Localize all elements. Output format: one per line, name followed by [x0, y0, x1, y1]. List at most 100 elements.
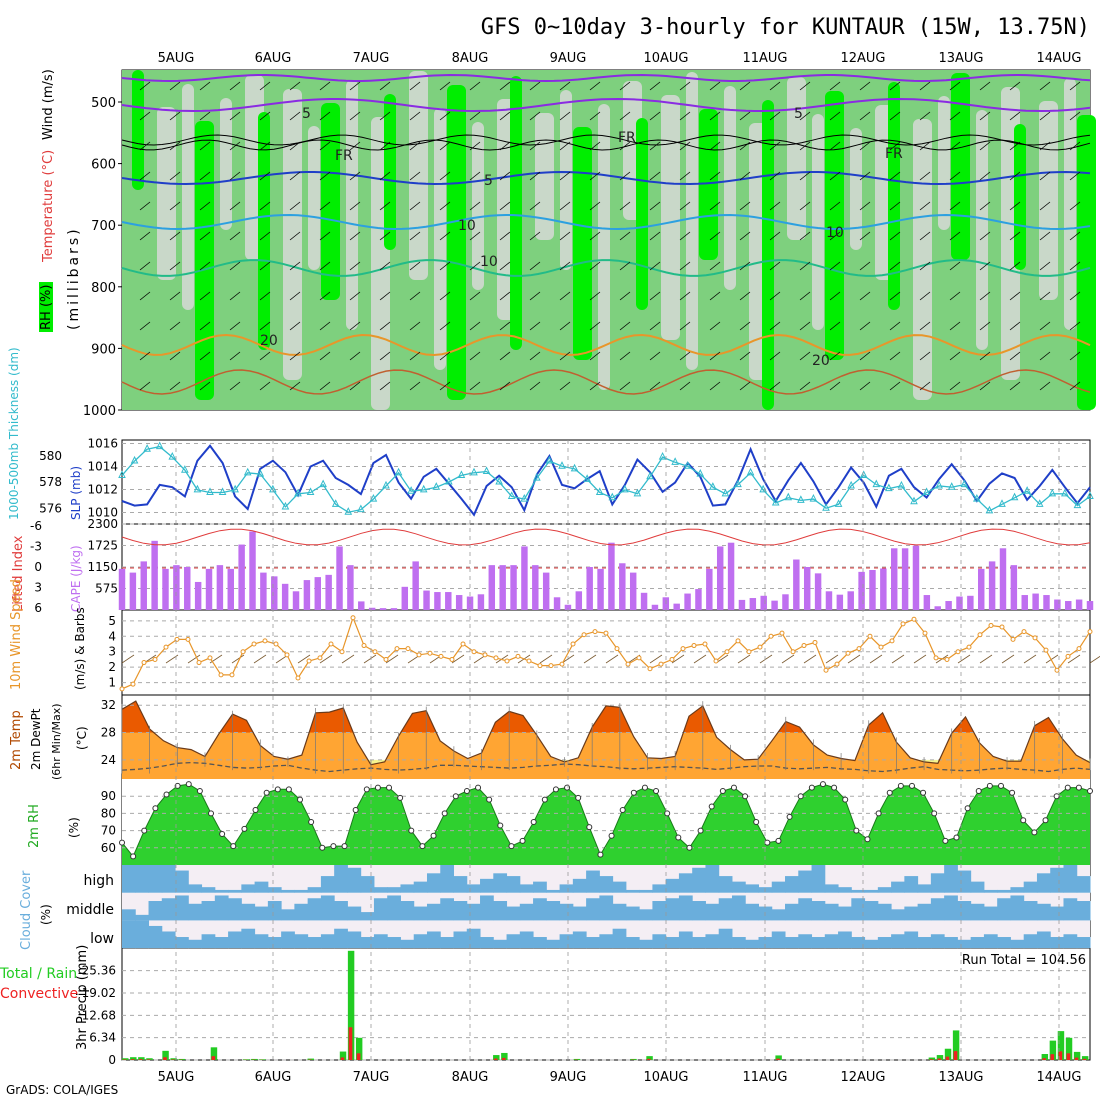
wind-barb: [199, 81, 211, 91]
rh-marker: [408, 827, 415, 834]
wind-barb: [649, 351, 661, 361]
wind-barb: [889, 231, 901, 241]
cape-bar: [956, 596, 963, 610]
thickness-marker: [520, 493, 529, 502]
rh-marker: [586, 824, 593, 831]
wind-barb: [259, 231, 271, 241]
wind-barb: [469, 81, 481, 91]
cloud-low-bar: [307, 937, 322, 949]
cape-bar: [999, 548, 1007, 610]
precip-total-bar: [1073, 1051, 1081, 1060]
cloud-high-bar: [122, 865, 136, 893]
wind-barb: [649, 261, 661, 271]
wind-barb-10m: [187, 654, 201, 664]
wind-barb: [439, 321, 451, 331]
wind-barb: [799, 381, 811, 391]
cloud-high-bar: [599, 876, 614, 893]
wind-barb: [739, 141, 751, 151]
wind-barb: [919, 321, 931, 331]
rh-marker: [163, 791, 170, 798]
wind-barb: [139, 111, 151, 121]
wind-barb-10m: [759, 654, 773, 664]
precip-total-bar: [493, 1055, 500, 1060]
wind-barb: [979, 171, 991, 181]
cloud-low-bar: [347, 931, 362, 949]
cloud-middle-bar: [838, 906, 852, 921]
wind-barb: [619, 291, 631, 301]
t2m-ylabel-1: 2m Temp: [9, 710, 24, 770]
wind-barb: [439, 201, 451, 211]
cape-bar: [847, 591, 854, 610]
cape-bar: [434, 592, 441, 610]
cloud-row-label: high: [83, 873, 114, 889]
cloud-high-bar: [214, 889, 229, 893]
wind-barb: [439, 231, 451, 241]
rh-marker: [1087, 788, 1093, 795]
precip-conv-bar: [1066, 1053, 1071, 1060]
rh-tick: 60: [101, 841, 116, 855]
thickness-marker: [1048, 488, 1057, 497]
cloud-low-bar: [930, 934, 945, 949]
cloud-low-bar: [758, 937, 773, 949]
wind-barb: [829, 291, 841, 301]
precip-total-bar: [952, 1030, 960, 1060]
upper-ylabel-wind: Wind (m/s): [41, 69, 56, 140]
upper-ylabel-rh: RH (%): [39, 285, 54, 330]
cloud-low-bar: [334, 928, 348, 949]
rh-marker: [297, 796, 304, 803]
precip-conv-bar: [776, 1058, 780, 1060]
wind-marker: [933, 655, 939, 661]
wind-barb: [409, 201, 421, 211]
wind-marker: [471, 649, 477, 655]
cape-bar: [401, 586, 409, 610]
cloud-low-bar: [1023, 934, 1038, 949]
cloud-low-bar: [400, 939, 415, 949]
wind-marker: [427, 650, 433, 656]
precip-total-bar: [501, 1052, 508, 1060]
wind-barb: [709, 171, 721, 181]
contour-label: FR: [885, 146, 903, 162]
cape-bar: [858, 571, 865, 610]
slp-tick: 1016: [87, 436, 118, 450]
cloud-low-bar: [533, 937, 547, 949]
wind-marker: [614, 646, 620, 652]
cloud-high-bar: [241, 884, 256, 893]
wind-barb: [229, 351, 241, 361]
rh-tick: 90: [101, 789, 116, 803]
date-label-top: 12AUG: [840, 51, 885, 66]
wind-tick: 5: [108, 614, 116, 628]
slp-tick: 1012: [87, 482, 118, 496]
precip-total-bar: [646, 1056, 653, 1060]
cloud-high-bar: [731, 881, 746, 893]
rh-marker: [819, 781, 826, 788]
cloud-middle-bar: [1076, 901, 1091, 921]
precip-total-bar: [339, 1051, 347, 1060]
thickness-marker: [1061, 488, 1069, 497]
wind-barb: [649, 381, 661, 391]
rh-marker: [597, 851, 604, 858]
wind-barb: [709, 381, 721, 391]
rh-marker: [319, 844, 326, 851]
wind-marker: [317, 655, 323, 661]
wind-barb: [829, 261, 841, 271]
cloud-middle-bar: [533, 898, 547, 921]
precip-conv-bar: [945, 1056, 950, 1060]
rh-marker: [775, 837, 782, 844]
cape-bar: [803, 567, 811, 610]
wind-barb-10m: [341, 654, 355, 664]
wind-barb: [679, 261, 691, 271]
wind-barb: [1009, 111, 1021, 121]
cloud-low-bar: [599, 934, 614, 949]
cloud-high-bar: [426, 873, 441, 893]
wind-barb: [859, 231, 871, 241]
wind-barb: [679, 141, 691, 151]
cape-tick: 1150: [87, 560, 118, 574]
cape-bar: [782, 594, 789, 610]
wind-barb: [949, 261, 961, 271]
wind-barb: [139, 141, 151, 151]
wind-barb: [379, 111, 391, 121]
cloud-high-bar: [400, 884, 415, 893]
wind-barb: [469, 261, 481, 271]
cloud-middle-bar: [692, 901, 706, 921]
